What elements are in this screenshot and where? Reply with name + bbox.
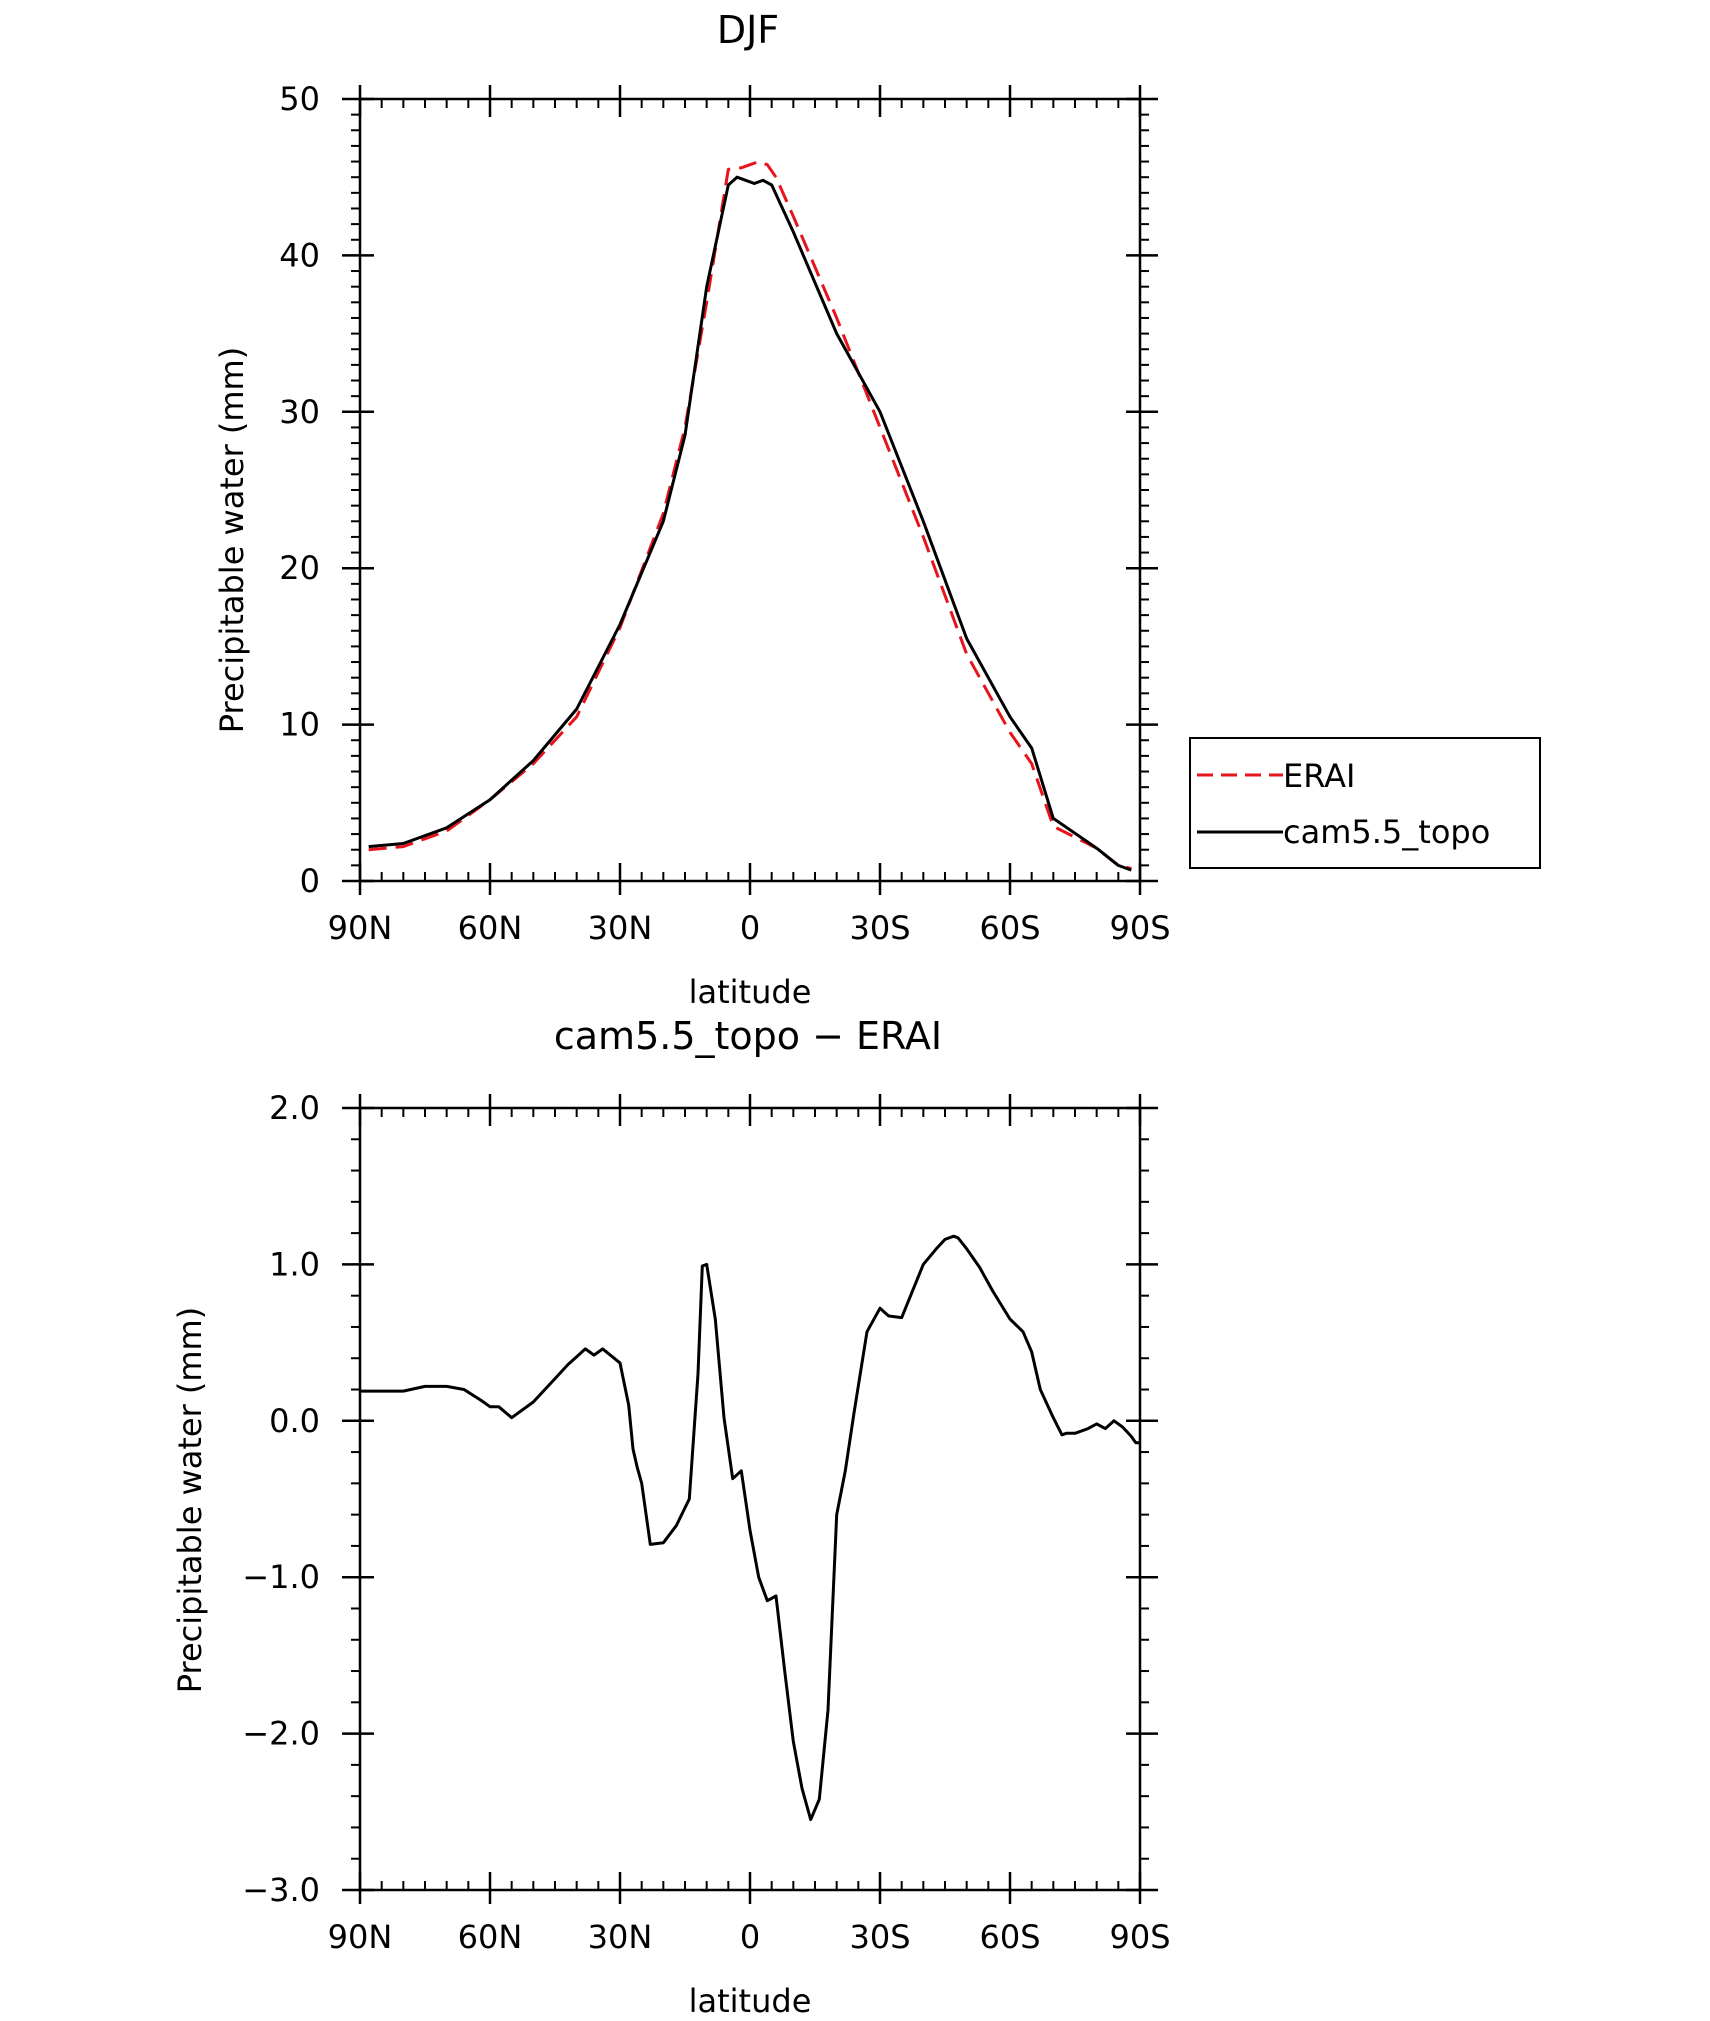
x-tick-label: 60S — [979, 909, 1040, 947]
y-tick-label: 10 — [279, 706, 320, 744]
y-tick-label: 20 — [279, 549, 320, 587]
y-tick-label: 0.0 — [269, 1402, 320, 1440]
legend-label-erai: ERAI — [1283, 757, 1355, 795]
x-tick-label: 30N — [588, 909, 653, 947]
y-tick-label: 2.0 — [269, 1089, 320, 1127]
legend: ERAI cam5.5_topo — [1189, 737, 1541, 869]
legend-label-cam5-5-topo: cam5.5_topo — [1283, 813, 1490, 851]
top-chart: DJF 90N 60N 30N 0 30S 60S 90S 0 10 20 30 40 50 latit… — [213, 8, 1541, 1011]
top-chart-series-erai-line — [368, 160, 1132, 870]
y-tick-label: −2.0 — [242, 1715, 320, 1753]
y-tick-label: −1.0 — [242, 1558, 320, 1596]
x-tick-label: 0 — [740, 909, 760, 947]
y-tick-label: 1.0 — [269, 1245, 320, 1283]
x-tick-label: 90S — [1109, 1918, 1170, 1956]
top-chart-y-axis-label: Precipitable water (mm) — [213, 347, 251, 733]
y-tick-label: 50 — [279, 80, 320, 118]
y-tick-label: 0 — [300, 862, 320, 900]
y-tick-label: −3.0 — [242, 1871, 320, 1909]
bottom-chart-series-difference-line — [360, 1234, 1140, 1822]
x-tick-label: 30S — [849, 909, 910, 947]
y-tick-label: 40 — [279, 236, 320, 274]
top-chart-data-layer — [368, 160, 1132, 872]
legend-frame — [1189, 737, 1541, 869]
top-chart-plot-frame — [358, 97, 1142, 883]
top-chart-ticks: 90N 60N 30N 0 30S 60S 90S 0 10 20 30 40 50 — [279, 80, 1170, 947]
x-tick-label: 60N — [458, 909, 523, 947]
bottom-chart: cam5.5_topo − ERAI 90N 60N 30N 0 30S 60S 90S −3… — [171, 1014, 1171, 2020]
bottom-chart-title: cam5.5_topo − ERAI — [554, 1014, 942, 1058]
bottom-chart-ticks: 90N 60N 30N 0 30S 60S 90S −3.0 −2.0 −1.0 0.0 1.0 2.0 — [242, 1089, 1170, 1956]
x-tick-label: 60N — [458, 1918, 523, 1956]
x-tick-label: 0 — [740, 1918, 760, 1956]
x-tick-label: 90S — [1109, 909, 1170, 947]
bottom-chart-data-layer — [360, 1234, 1140, 1822]
bottom-chart-x-axis-label: latitude — [689, 1982, 812, 2020]
x-tick-label: 90N — [328, 1918, 393, 1956]
y-tick-label: 30 — [279, 393, 320, 431]
bottom-chart-y-axis-label: Precipitable water (mm) — [171, 1307, 209, 1693]
x-tick-label: 90N — [328, 909, 393, 947]
x-tick-label: 30S — [849, 1918, 910, 1956]
top-chart-series-cam5-5-topo-line — [368, 175, 1132, 872]
top-chart-title: DJF — [717, 8, 779, 52]
x-tick-label: 30N — [588, 1918, 653, 1956]
x-tick-label: 60S — [979, 1918, 1040, 1956]
bottom-chart-plot-frame — [358, 1106, 1142, 1892]
top-chart-x-axis-label: latitude — [689, 973, 812, 1011]
